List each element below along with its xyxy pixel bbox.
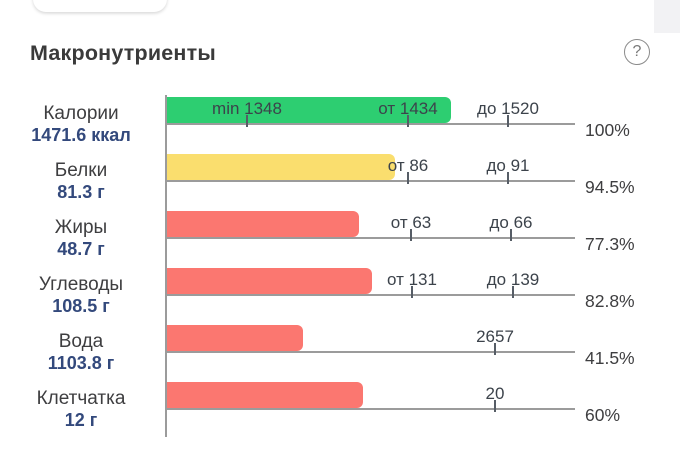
bar-track: 82.8% от 131 до 139 [165, 266, 680, 323]
nutrient-label: Жиры 48.7 г [5, 209, 157, 266]
background-corner [654, 0, 680, 33]
help-button[interactable]: ? [624, 39, 650, 65]
axis-baseline [165, 351, 575, 353]
value-bar [166, 325, 303, 351]
nutrient-value: 12 г [64, 409, 98, 430]
nutrient-value: 48.7 г [57, 238, 105, 259]
target-tick [510, 229, 512, 241]
target-marker-label: от 86 [387, 156, 429, 175]
question-mark-icon: ? [632, 43, 642, 60]
bar-track: 77.3% от 63 до 66 [165, 209, 680, 266]
target-marker-label: от 1434 [378, 99, 438, 118]
vertical-axis-line [165, 95, 167, 437]
percent-label: 94.5% [585, 177, 635, 197]
value-bar [166, 382, 363, 408]
nutrient-name: Белки [54, 159, 108, 181]
value-bar [166, 154, 395, 180]
nutrient-label: Клетчатка 12 г [5, 380, 157, 437]
macro-row: Клетчатка 12 г 60% 20 [0, 380, 680, 437]
nutrient-value: 108.5 г [52, 295, 110, 316]
percent-label: 77.3% [585, 234, 635, 254]
macro-row: Вода 1103.8 г 41.5% 2657 [0, 323, 680, 380]
target-marker-label: до 66 [489, 213, 533, 232]
target-tick [411, 286, 413, 298]
percent-label: 41.5% [585, 348, 635, 368]
nutrient-name: Жиры [54, 216, 108, 238]
nutrient-name: Углеводы [38, 273, 124, 295]
percent-label: 82.8% [585, 291, 635, 311]
nutrient-label: Белки 81.3 г [5, 152, 157, 209]
bar-track: 60% 20 [165, 380, 680, 437]
target-tick [507, 172, 509, 184]
page-title: Макронутриенты [30, 41, 216, 65]
macronutrients-chart: Калории 1471.6 ккал 100% min 1348 от 1434… [0, 95, 680, 437]
target-marker-label: до 139 [486, 270, 540, 289]
target-marker-label: до 91 [486, 156, 530, 175]
axis-baseline [165, 123, 575, 125]
macro-row: Калории 1471.6 ккал 100% min 1348 от 1434… [0, 95, 680, 152]
target-tick [512, 286, 514, 298]
nutrient-value: 81.3 г [57, 181, 105, 202]
target-tick [410, 229, 412, 241]
macro-row: Жиры 48.7 г 77.3% от 63 до 66 [0, 209, 680, 266]
target-tick [494, 400, 496, 412]
target-tick [494, 343, 496, 355]
axis-baseline [165, 180, 575, 182]
macro-row: Белки 81.3 г 94.5% от 86 до 91 [0, 152, 680, 209]
value-bar [166, 97, 451, 123]
target-tick [246, 115, 248, 127]
axis-baseline [165, 237, 575, 239]
percent-label: 100% [585, 120, 630, 140]
nutrient-label: Калории 1471.6 ккал [5, 95, 157, 152]
nutrient-name: Клетчатка [36, 387, 126, 409]
target-tick [407, 172, 409, 184]
target-marker-label: от 63 [390, 213, 432, 232]
target-marker-label: до 1520 [477, 99, 539, 118]
value-bar [166, 211, 359, 237]
chart-rows: Калории 1471.6 ккал 100% min 1348 от 1434… [0, 95, 680, 437]
top-card-remnant [33, 0, 167, 12]
nutrient-value: 1103.8 г [47, 352, 115, 373]
nutrient-label: Углеводы 108.5 г [5, 266, 157, 323]
target-marker-label: 20 [485, 384, 505, 403]
nutrient-name: Вода [58, 330, 104, 352]
target-marker-label: 2657 [476, 327, 514, 346]
target-tick [507, 115, 509, 127]
percent-label: 60% [585, 405, 621, 425]
nutrient-value: 1471.6 ккал [31, 124, 131, 145]
nutrient-label: Вода 1103.8 г [5, 323, 157, 380]
value-bar [166, 268, 372, 294]
nutrient-name: Калории [43, 102, 119, 124]
axis-baseline [165, 294, 575, 296]
axis-baseline [165, 408, 575, 410]
target-marker-label: min 1348 [212, 99, 282, 118]
bar-track: 41.5% 2657 [165, 323, 680, 380]
macro-row: Углеводы 108.5 г 82.8% от 131 до 139 [0, 266, 680, 323]
bar-track: 100% min 1348 от 1434 до 1520 [165, 95, 680, 152]
bar-track: 94.5% от 86 до 91 [165, 152, 680, 209]
target-marker-label: от 131 [387, 270, 437, 289]
target-tick [407, 115, 409, 127]
